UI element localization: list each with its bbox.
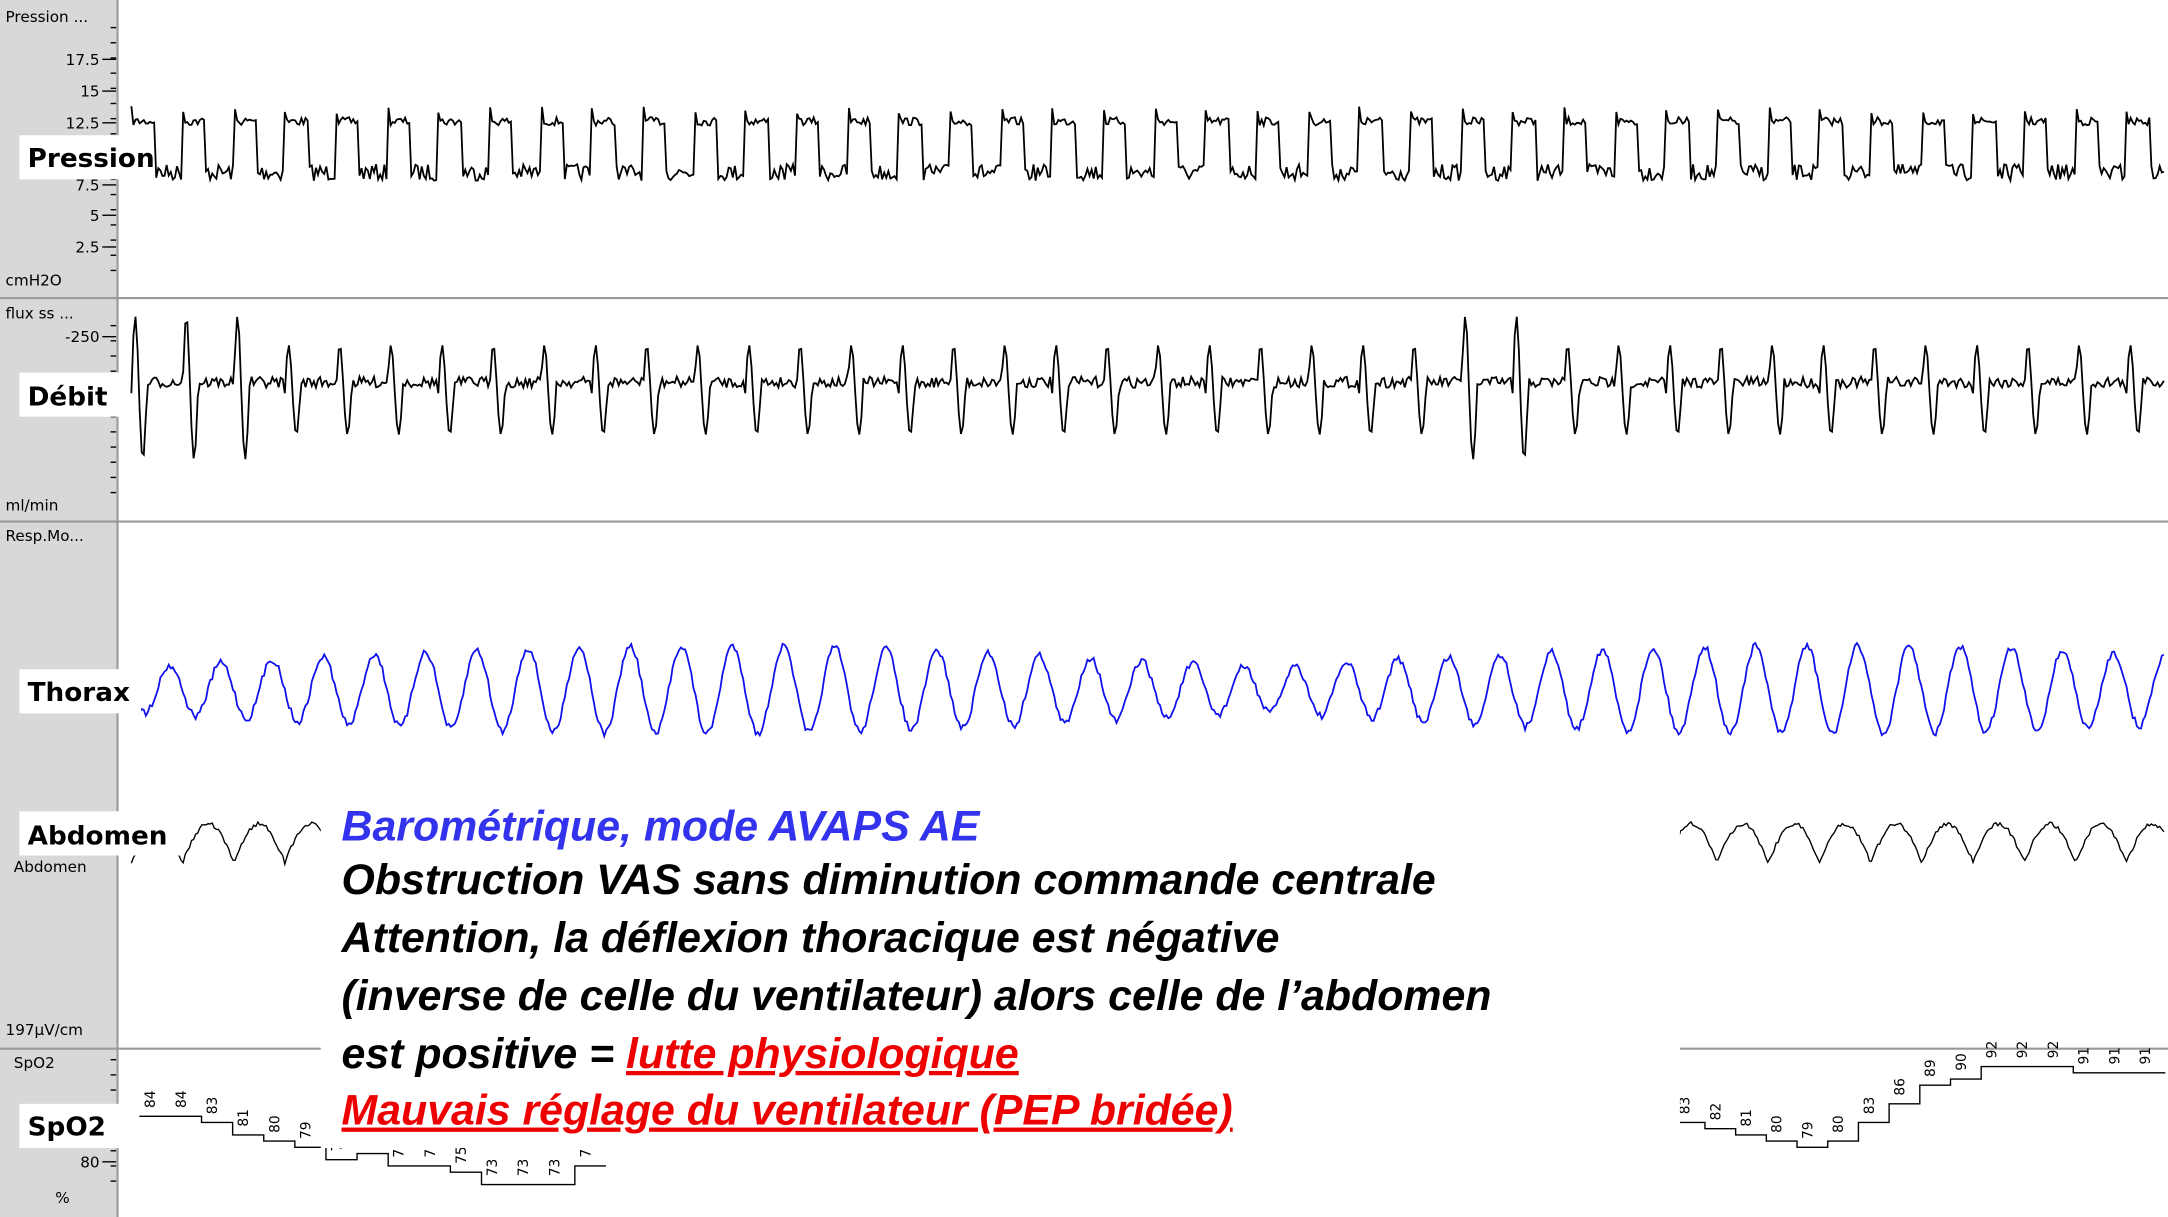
spo2-reading: 82 [1708,1103,1724,1121]
spo2-reading: 81 [1739,1109,1755,1127]
channel-unit: 197µV/cm [6,1021,83,1039]
channel-header: SpO2 [14,1054,55,1072]
spo2-reading: 91 [2107,1047,2123,1065]
spo2-reading: 92 [1985,1041,2001,1059]
channel-sublabel: Abdomen [14,858,87,876]
y-tick-label: 80 [80,1153,99,1171]
spo2-trace [139,1115,606,1186]
channel-label: Abdomen [28,821,168,851]
channel-info: Pression ... cmH2O flux ss ... ml/min Re… [6,8,117,1207]
spo2-reading: 80 [1770,1115,1786,1133]
spo2-reading: 86 [1892,1078,1908,1096]
spo2-reading: 91 [2077,1047,2093,1065]
spo2-reading: 80 [1831,1115,1847,1133]
note-line: Attention, la déflexion thoracique est n… [341,914,1280,962]
y-tick-label: -250 [65,328,100,346]
spo2-reading: 91 [2138,1047,2154,1065]
channel-unit: cmH2O [6,272,62,290]
channel-label: SpO2 [28,1113,106,1143]
spo2-reading: 79 [298,1121,314,1139]
channel-label: Thorax [28,678,130,708]
y-tick-label: 15 [80,83,99,101]
spo2-reading: 90 [1954,1053,1970,1071]
spo2-reading: 83 [1678,1097,1694,1115]
channel-labels: Pression Débit Thorax Abdomen SpO2 [19,135,183,1149]
channel-label: Pression [28,144,155,174]
channel-unit: % [55,1189,69,1207]
channel-label: Débit [28,383,108,413]
note-line: Barométrique, mode AVAPS AE [342,802,981,850]
spo2-reading: 92 [2015,1041,2031,1059]
note-line: est positive = lutte physiologique [342,1030,1019,1078]
spo2-reading: 80 [267,1115,283,1133]
spo2-reading: 73 [485,1159,501,1177]
waveform [130,316,2165,460]
spo2-reading: 75 [454,1146,470,1164]
channel-unit: ml/min [6,497,59,515]
y-tick-label: 12.5 [66,114,100,132]
channel-header: Pression ... [6,8,89,26]
spo2-reading: 83 [205,1097,221,1115]
spo2-reading: 83 [1862,1097,1878,1115]
note-emphasis: lutte physiologique [626,1030,1019,1078]
spo2-reading: 89 [1923,1059,1939,1077]
left-panel [0,0,118,1217]
waveform [130,106,2165,184]
spo2-reading: 73 [547,1159,563,1177]
spo2-trace [1674,1065,2166,1149]
note-line: Mauvais réglage du ventilateur (PEP brid… [342,1087,1233,1135]
waveform [130,641,2165,740]
note-line: Obstruction VAS sans diminution commande… [342,856,1436,904]
y-tick-label: 5 [90,207,100,225]
spo2-reading: 92 [2046,1041,2062,1059]
spo2-reading: 84 [174,1090,190,1108]
note-line: (inverse de celle du ventilateur) alors … [342,972,1492,1020]
spo2-reading: 81 [236,1109,252,1127]
note-box: Barométrique, mode AVAPS AE Obstruction … [320,782,1680,1149]
y-tick-label: 2.5 [75,239,99,257]
note-text: est positive = [342,1030,627,1078]
channel-header: flux ss ... [6,305,74,323]
spo2-reading: 79 [1800,1121,1816,1139]
spo2-reading: 73 [516,1159,532,1177]
spo2-reading: 84 [143,1090,159,1108]
channel-header: Resp.Mo... [6,527,84,545]
y-tick-label: 17.5 [66,51,100,69]
y-tick-label: 7.5 [75,176,99,194]
